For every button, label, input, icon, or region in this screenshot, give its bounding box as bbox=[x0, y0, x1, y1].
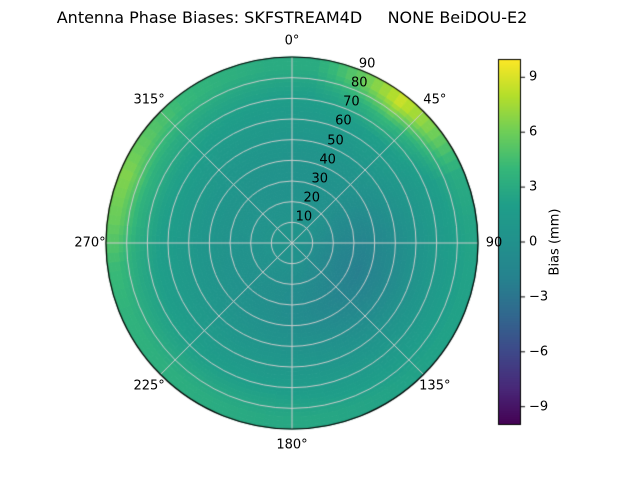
radial-tick-label: 60 bbox=[335, 113, 352, 129]
theta-tick-label: 315° bbox=[133, 92, 165, 108]
theta-tick-label: 0° bbox=[284, 33, 300, 49]
radial-tick-label: 90 bbox=[358, 56, 376, 72]
colorbar-tick-label: 9 bbox=[529, 69, 538, 85]
colorbar-tick-label: 6 bbox=[529, 124, 538, 140]
colorbar-tick-label: −6 bbox=[529, 344, 549, 360]
colorbar-tick-label: 3 bbox=[529, 179, 538, 195]
theta-tick-label: 270° bbox=[74, 235, 106, 251]
theta-tick-label: 135° bbox=[419, 378, 451, 394]
theta-tick-label: 225° bbox=[133, 378, 165, 394]
radial-tick-label: 10 bbox=[295, 209, 313, 225]
colorbar-axis-label: Bias (mm) bbox=[547, 208, 563, 276]
colorbar bbox=[497, 58, 543, 430]
radial-tick-label: 80 bbox=[350, 75, 368, 91]
radial-tick-label: 20 bbox=[303, 190, 321, 206]
theta-tick-label: 180° bbox=[276, 437, 308, 453]
radial-tick-label: 50 bbox=[327, 133, 344, 149]
radial-tick-label: 40 bbox=[319, 152, 336, 168]
radial-tick-label: 70 bbox=[343, 94, 360, 110]
theta-tick-label: 90 bbox=[485, 235, 503, 251]
colorbar-tick-label: −3 bbox=[529, 289, 549, 305]
theta-tick-label: 45° bbox=[423, 92, 447, 108]
colorbar-tick-label: 0 bbox=[529, 234, 538, 250]
radial-tick-label: 30 bbox=[311, 171, 328, 187]
chart-title: Antenna Phase Biases: SKFSTREAM4D NONE B… bbox=[56, 8, 528, 27]
colorbar-tick-label: −9 bbox=[529, 399, 549, 415]
